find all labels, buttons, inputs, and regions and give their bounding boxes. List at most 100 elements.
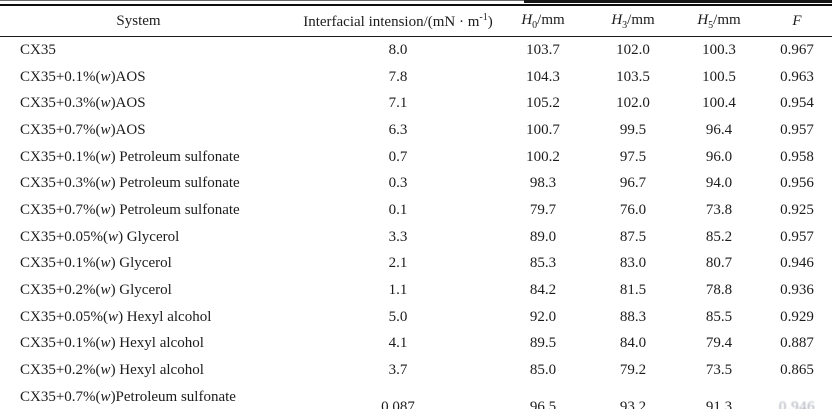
system-name-line: CX35+0.7%(w) Petroleum sulfonate (20, 201, 240, 218)
system-name-line: CX35+0.1%(w) Hexyl alcohol (20, 335, 204, 352)
cell-system: CX35+0.1%(w) Hexyl alcohol (0, 331, 300, 358)
cell-system: CX35+0.7%(w)AOS (0, 117, 300, 144)
cell-f: 0.946 (778, 398, 816, 409)
cell-interfacial-tension: 4.1 (388, 335, 408, 352)
cell-h5: 73.8 (705, 201, 733, 218)
cell-f: 0.887 (780, 335, 814, 352)
cell-f: 0.925 (780, 201, 814, 218)
tension-header-superscript: -1 (479, 11, 488, 23)
cell-h3: 93.2 (619, 398, 647, 409)
cell-system: CX35+0.3%(w) Petroleum sulfonate (0, 170, 300, 197)
cell-h5: 85.2 (705, 228, 733, 245)
system-name-line: CX35+0.1%(w) Petroleum sulfonate (20, 148, 240, 165)
cell-h5: 79.4 (705, 335, 733, 352)
cell-system: CX35+0.7%(w) Petroleum sulfonate (0, 197, 300, 224)
cell-h0: 100.7 (526, 121, 560, 138)
cell-h0: 104.3 (526, 68, 560, 85)
cell-f: 0.956 (780, 175, 814, 192)
cell-system: CX35+0.3%(w)AOS (0, 90, 300, 117)
cell-system: CX35+0.2%(w) Glycerol (0, 277, 300, 304)
cell-h3: 88.3 (619, 308, 647, 325)
cell-system: CX35+0.1%(w)AOS (0, 64, 300, 91)
system-name-line: CX35+0.1%(w) Glycerol (20, 255, 172, 272)
cell-f: 0.957 (780, 228, 814, 245)
cell-h0: 84.2 (529, 282, 557, 299)
cell-interfacial-tension: 5.0 (388, 308, 408, 325)
cell-h3: 96.7 (619, 175, 647, 192)
h3-subscript: 3 (622, 19, 628, 31)
cell-system: CX35+0.7%(w)Petroleum sulfonate+0. 3%(w)… (0, 384, 300, 409)
cell-h0: 103.7 (526, 41, 560, 58)
cell-f: 0.929 (780, 308, 814, 325)
system-name-line: CX35+0.05%(w) Glycerol (20, 228, 180, 245)
tension-header-text: Interfacial intension/(mN · m (303, 13, 480, 30)
tension-header-close: ) (487, 13, 493, 30)
cell-system: CX35+0.2%(w) Hexyl alcohol (0, 357, 300, 384)
cell-h0: 92.0 (529, 308, 557, 325)
cell-h3: 83.0 (619, 255, 647, 272)
cell-h3: 103.5 (616, 68, 650, 85)
h5-symbol: H (697, 11, 709, 28)
cell-h5: 100.4 (702, 95, 736, 112)
cell-h5: 100.5 (702, 68, 736, 85)
cell-f: 0.967 (780, 41, 814, 58)
cell-interfacial-tension: 7.8 (388, 68, 408, 85)
cell-interfacial-tension: 0.7 (388, 148, 408, 165)
cell-h3: 97.5 (619, 148, 647, 165)
col-header-h3: H3/mm (590, 5, 676, 37)
cell-h0: 89.0 (529, 228, 557, 245)
cell-h0: 79.7 (529, 201, 557, 218)
system-name-line: CX35+0.3%(w)AOS (20, 95, 146, 112)
table-row: CX35+0.2%(w) Glycerol 1.1 84.2 81.5 78.8 0.93… (0, 277, 832, 304)
table-row: CX35+0.05%(w) Glycerol 3.3 89.0 87.5 85.2 0.9… (0, 224, 832, 251)
cell-interfacial-tension: 3.3 (388, 228, 408, 245)
cell-interfacial-tension: 3.7 (388, 362, 408, 379)
cell-f: 0.946 (780, 255, 814, 272)
cell-system: CX35+0.1%(w) Glycerol (0, 251, 300, 278)
cell-f: 0.865 (780, 362, 814, 379)
table-body: CX35 8.0 103.7 102.0 100.3 0.967 CX35+0.1%(w)A… (0, 37, 832, 409)
cell-interfacial-tension: 7.1 (388, 95, 408, 112)
h5-unit: /mm (713, 11, 741, 28)
cell-h3: 102.0 (616, 41, 650, 58)
cell-system: CX35 (0, 37, 300, 64)
system-name-line: CX35+0.7%(w)Petroleum sulfonate (20, 389, 236, 406)
results-table: System Interfacial intension/(mN · m-1) … (0, 4, 832, 409)
col-header-system: System (0, 5, 300, 37)
system-name-line: CX35+0.7%(w)AOS (20, 121, 146, 138)
table-row: CX35+0.3%(w) Petroleum sulfonate 0.3 98.3 9… (0, 170, 832, 197)
cell-h0: 100.2 (526, 148, 560, 165)
cell-h5: 96.0 (705, 148, 733, 165)
table-row: CX35+0.7%(w)AOS 6.3 100.7 99.5 96.4 0.957 (0, 117, 832, 144)
cell-h5: 100.3 (702, 41, 736, 58)
cell-h3: 102.0 (616, 95, 650, 112)
header-row: System Interfacial intension/(mN · m-1) … (0, 5, 832, 37)
cell-h3: 84.0 (619, 335, 647, 352)
h0-symbol: H (521, 11, 533, 28)
cell-h5: 80.7 (705, 255, 733, 272)
col-header-interfacial-tension: Interfacial intension/(mN · m-1) (300, 5, 496, 37)
system-name-line: CX35+0.3%(w) Petroleum sulfonate (20, 175, 240, 192)
table-row: CX35+0.1%(w)AOS 7.8 104.3 103.5 100.5 0.963 (0, 64, 832, 91)
h5-subscript: 5 (708, 19, 714, 31)
cell-h5: 94.0 (705, 175, 733, 192)
f-symbol: F (792, 12, 802, 29)
cell-f: 0.954 (780, 95, 814, 112)
cell-h5: 78.8 (705, 282, 733, 299)
col-header-h5: H5/mm (676, 5, 762, 37)
table-row: CX35+0.05%(w) Hexyl alcohol 5.0 92.0 88.3 85… (0, 304, 832, 331)
col-header-f: F (762, 5, 832, 37)
table-row: CX35 8.0 103.7 102.0 100.3 0.967 (0, 37, 832, 64)
cell-interfacial-tension: 2.1 (388, 255, 408, 272)
table-row: CX35+0.1%(w) Petroleum sulfonate 0.7 100.2… (0, 144, 832, 171)
col-header-h0: H0/mm (496, 5, 590, 37)
cell-system: CX35+0.05%(w) Glycerol (0, 224, 300, 251)
cell-h3: 76.0 (619, 201, 647, 218)
cell-h3: 87.5 (619, 228, 647, 245)
cell-interfacial-tension: 6.3 (388, 121, 408, 138)
cell-system: CX35+0.1%(w) Petroleum sulfonate (0, 144, 300, 171)
h3-symbol: H (611, 11, 623, 28)
system-name-line: CX35+0.2%(w) Hexyl alcohol (20, 362, 204, 379)
cell-h5: 91.3 (705, 398, 733, 409)
